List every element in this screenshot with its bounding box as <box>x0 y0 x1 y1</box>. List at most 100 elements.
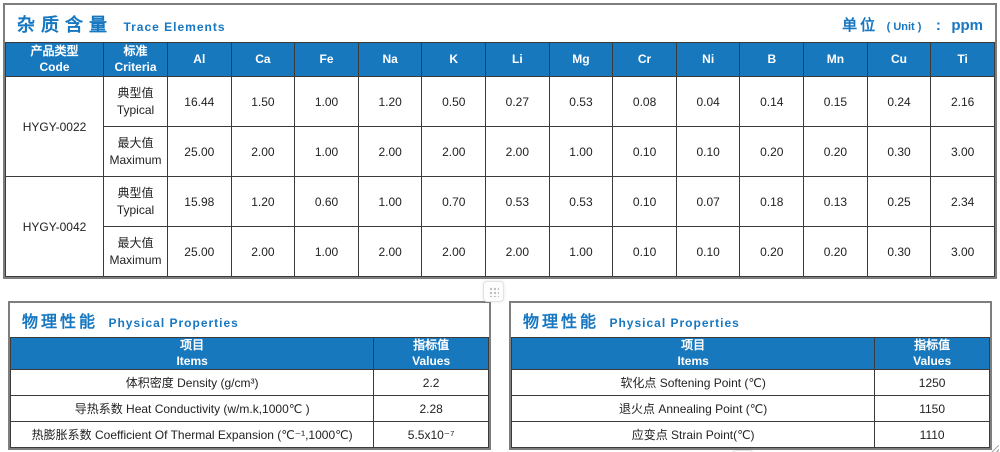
trace-value-cell: 16.44 <box>167 76 232 127</box>
trace-title: 杂质含量 Trace Elements <box>17 11 226 37</box>
trace-value-cell: 0.50 <box>421 76 487 127</box>
trace-value-cell: 2.00 <box>485 126 550 177</box>
element-header-ca: Ca <box>230 42 296 77</box>
trace-elements-panel: 杂质含量 Trace Elements 单位 ( Unit ) : ppm 产品… <box>3 3 997 279</box>
physical-right-title-zh: 物理性能 <box>523 314 600 331</box>
trace-value-cell: 2.34 <box>930 176 995 227</box>
trace-value-cell: 1.00 <box>548 226 614 277</box>
trace-value-cell: 0.20 <box>739 126 805 177</box>
code-header-zh: 产品类型 <box>30 43 79 58</box>
product-code-cell: HYGY-0022 <box>5 76 104 177</box>
trace-value-cell: 0.24 <box>866 76 932 127</box>
element-header-cr: Cr <box>612 42 677 77</box>
criteria-header-en: Criteria <box>114 59 157 74</box>
element-header-na: Na <box>357 42 423 77</box>
unit-colon: : <box>935 16 941 34</box>
unit-label: 单位 ( Unit ) : ppm <box>842 14 983 35</box>
trace-value-cell: 0.04 <box>675 76 741 127</box>
code-header-en: Code <box>39 59 70 74</box>
element-header-mg: Mg <box>548 42 614 77</box>
values-header-en: Values <box>412 353 451 368</box>
criteria-cell: 最大值 Maximum <box>103 126 168 177</box>
property-value-cell: 2.28 <box>373 395 489 423</box>
unit-label-zh: 单位 <box>842 16 879 34</box>
unit-value: ppm <box>951 16 983 34</box>
property-item-cell: 应变点 Strain Point(℃) <box>510 421 876 449</box>
property-value-cell: 1110 <box>874 421 990 449</box>
physical-left-title-zh: 物理性能 <box>22 314 99 331</box>
criteria-cell: 典型值 Typical <box>103 176 168 227</box>
trace-value-cell: 0.27 <box>485 76 550 127</box>
property-item-cell: 退火点 Annealing Point (℃) <box>510 395 876 423</box>
items-header-en: Items <box>176 353 208 368</box>
trace-value-cell: 0.20 <box>739 226 805 277</box>
trace-value-cell: 3.00 <box>930 126 995 177</box>
unit-label-paren: ( Unit ) <box>886 20 922 33</box>
trace-value-cell: 0.15 <box>803 76 868 127</box>
trace-value-cell: 1.20 <box>357 76 423 127</box>
property-value-cell: 1250 <box>874 369 990 397</box>
trace-value-cell: 25.00 <box>167 126 232 177</box>
trace-row: HYGY-0022 典型值 Typical 16.44 1.50 1.00 1.20 0.50… <box>5 76 995 177</box>
trace-value-cell: 0.30 <box>866 226 932 277</box>
property-row: 应变点 Strain Point(℃) 1110 <box>510 421 990 449</box>
criteria-cell: 典型值 Typical <box>103 76 168 127</box>
trace-value-cell: 0.07 <box>675 176 741 227</box>
items-column-header: 项目 Items <box>9 336 375 371</box>
property-row: 软化点 Softening Point (℃) 1250 <box>510 369 990 397</box>
trace-value-cell: 0.10 <box>675 126 741 177</box>
items-header-zh: 项目 <box>681 338 706 352</box>
values-column-header: 指标值 Values <box>874 336 990 371</box>
product-code-cell: HYGY-0042 <box>5 176 104 277</box>
criteria-header-zh: 标准 <box>123 43 148 58</box>
trace-value-cell: 2.00 <box>357 126 423 177</box>
property-value-cell: 2.2 <box>373 369 489 397</box>
trace-elements-table: 产品类型 Code 标准 Criteria Al Ca Fe Na K Li Mg Cr Ni B… <box>5 42 995 277</box>
physical-left-title-bar: 物理性能 Physical Properties <box>10 303 489 337</box>
trace-value-cell: 0.20 <box>803 126 868 177</box>
code-column-header: 产品类型 Code <box>5 42 104 77</box>
criteria-label-zh: 最大值 <box>117 236 154 251</box>
trace-value-cell: 15.98 <box>167 176 232 227</box>
property-item-cell: 热膨胀系数 Coefficient Of Thermal Expansion (… <box>9 421 375 449</box>
element-header-mn: Mn <box>803 42 868 77</box>
items-header-zh: 项目 <box>180 338 205 352</box>
physical-properties-table-right: 项目 Items 指标值 Values 软化点 Softening Point … <box>510 336 990 449</box>
trace-title-en: Trace Elements <box>123 20 226 34</box>
physical-properties-table-left: 项目 Items 指标值 Values 体积密度 Density (g/cm³)… <box>9 336 489 449</box>
element-header-ni: Ni <box>675 42 741 77</box>
trace-value-cell: 1.00 <box>548 126 614 177</box>
element-header-k: K <box>421 42 487 77</box>
trace-value-cell: 25.00 <box>167 226 232 277</box>
physical-left-title-en: Physical Properties <box>108 316 239 330</box>
trace-value-cell: 0.53 <box>548 176 614 227</box>
trace-value-cell: 0.08 <box>612 76 677 127</box>
criteria-column-header: 标准 Criteria <box>103 42 168 77</box>
trace-value-cell: 0.13 <box>803 176 868 227</box>
drag-handle-icon[interactable] <box>483 281 504 302</box>
trace-value-cell: 2.00 <box>421 126 487 177</box>
property-row: 热膨胀系数 Coefficient Of Thermal Expansion (… <box>9 421 489 449</box>
physical-properties-panel-right: 物理性能 Physical Properties 项目 Items 指标值 Va… <box>509 301 992 451</box>
trace-row: 最大值 Maximum 25.00 2.00 1.00 2.00 2.00 2.00 1.00 0… <box>6 126 995 177</box>
trace-value-cell: 2.00 <box>421 226 487 277</box>
trace-value-cell: 0.10 <box>675 226 741 277</box>
trace-value-cell: 2.00 <box>485 226 550 277</box>
page: 杂质含量 Trace Elements 单位 ( Unit ) : ppm 产品… <box>0 3 1000 452</box>
physical-right-title: 物理性能 Physical Properties <box>523 308 740 332</box>
criteria-label-zh: 最大值 <box>117 136 154 151</box>
property-row: 退火点 Annealing Point (℃) 1150 <box>510 395 990 423</box>
trace-value-cell: 2.00 <box>230 126 296 177</box>
physical-properties-row: 物理性能 Physical Properties 项目 Items 指标值 Va… <box>8 301 992 451</box>
trace-value-cell: 0.10 <box>612 226 677 277</box>
trace-value-cell: 2.00 <box>230 226 296 277</box>
trace-table-body: HYGY-0022 典型值 Typical 16.44 1.50 1.00 1.20 0.50… <box>5 76 995 277</box>
resize-corner-icon[interactable] <box>990 445 999 452</box>
trace-value-cell: 0.70 <box>421 176 487 227</box>
element-header-ti: Ti <box>930 42 995 77</box>
criteria-cell: 最大值 Maximum <box>103 226 168 277</box>
physical-right-title-bar: 物理性能 Physical Properties <box>511 303 990 337</box>
trace-value-cell: 0.10 <box>612 126 677 177</box>
physical-right-header-row: 项目 Items 指标值 Values <box>510 336 990 371</box>
element-header-li: Li <box>485 42 550 77</box>
